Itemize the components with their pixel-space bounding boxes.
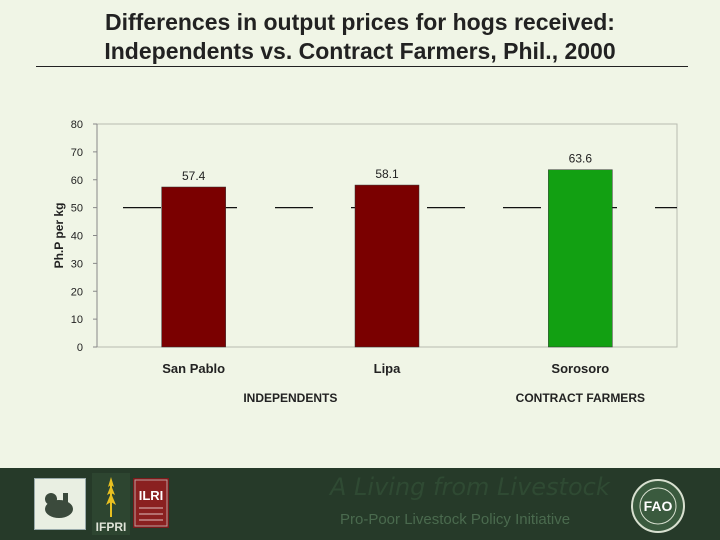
fao-logo-text: FAO xyxy=(644,498,673,514)
bar-san-pablo xyxy=(161,186,226,348)
footer-tagline: A Living from Livestock xyxy=(330,473,610,501)
category-label: Sorosoro xyxy=(551,361,609,376)
chart-layer: 0 10 20 30 40 50 60 70 80 Ph.P per kg 57.4 San Pabl… xyxy=(52,119,678,405)
footer-subtitle: Pro-Poor Livestock Policy Initiative xyxy=(340,511,571,528)
data-label: 58.1 xyxy=(375,167,399,181)
y-tick-label: 60 xyxy=(71,175,83,187)
bar-chart: 0 10 20 30 40 50 60 70 80 Ph.P per kg 57.4 San Pabl… xyxy=(52,119,678,405)
category-label: San Pablo xyxy=(162,361,225,376)
data-label: 57.4 xyxy=(182,169,206,183)
bar-lipa xyxy=(354,184,420,348)
bar-sorosoro xyxy=(548,169,613,348)
group-label: CONTRACT FARMERS xyxy=(516,391,645,405)
y-tick-label: 50 xyxy=(71,203,83,215)
title-underline xyxy=(36,66,688,67)
ifpri-logo-graphic: IFPRI xyxy=(96,477,127,534)
hogs-logo-graphic xyxy=(35,479,85,529)
title-line-1: Differences in output prices for hogs re… xyxy=(105,9,615,35)
y-axis-label: Ph.P per kg xyxy=(52,203,66,269)
y-tick-label: 30 xyxy=(71,258,83,270)
y-tick-label: 0 xyxy=(77,342,83,354)
ilri-logo: ILRI xyxy=(133,478,169,528)
ifpri-logo-text: IFPRI xyxy=(96,520,127,534)
y-tick-label: 70 xyxy=(71,147,83,159)
data-label: 63.6 xyxy=(569,152,593,166)
group-label: INDEPENDENTS xyxy=(243,391,337,405)
title-line-2: Independents vs. Contract Farmers, Phil.… xyxy=(104,38,616,64)
y-tick-label: 20 xyxy=(71,286,83,298)
y-tick-label: 80 xyxy=(71,119,83,131)
y-tick-label: 40 xyxy=(71,231,83,243)
fao-logo-graphic: FAO xyxy=(631,479,685,533)
category-label: Lipa xyxy=(374,361,401,376)
slide-title: Differences in output prices for hogs re… xyxy=(0,8,720,66)
ilri-logo-text: ILRI xyxy=(139,488,164,503)
y-tick-label: 10 xyxy=(71,314,83,326)
ifpri-logo: IFPRI xyxy=(92,473,130,535)
ilri-logo-graphic: ILRI xyxy=(134,479,168,527)
hogs-logo xyxy=(34,478,86,530)
fao-logo: FAO xyxy=(630,478,686,534)
